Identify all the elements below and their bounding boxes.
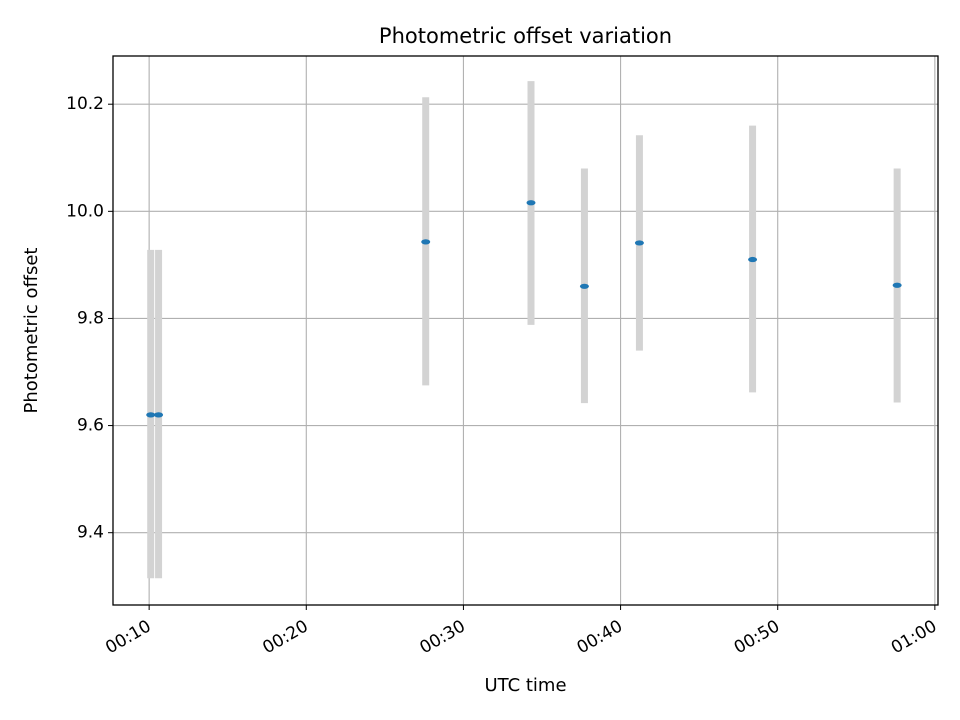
x-tick-label: 00:40 — [574, 616, 626, 658]
y-tick-label: 9.6 — [77, 416, 104, 436]
data-point — [634, 240, 644, 246]
x-axis-label: UTC time — [484, 675, 566, 696]
data-point — [421, 239, 431, 245]
x-tick-label: 00:50 — [731, 616, 783, 658]
data-point — [526, 200, 536, 206]
y-axis-label: Photometric offset — [21, 248, 42, 414]
y-tick-label: 10.2 — [66, 94, 104, 114]
error-bar-layer — [147, 81, 901, 579]
x-tick-label: 00:30 — [416, 616, 468, 658]
point-layer — [146, 200, 902, 418]
data-point — [892, 282, 902, 288]
data-point — [154, 412, 164, 418]
plot-frame — [112, 55, 939, 606]
x-tick-label: 00:10 — [102, 616, 154, 658]
chart-title: Photometric offset variation — [379, 24, 672, 48]
x-tick-label: 00:20 — [259, 616, 311, 658]
tick-layer: 00:10 00:20 00:30 00:40 00:50 01:00 9.4 9.6 9.8 1… — [66, 94, 940, 658]
data-point — [146, 412, 156, 418]
data-point — [579, 283, 589, 289]
grid-layer — [113, 56, 938, 605]
y-tick-label: 9.8 — [77, 308, 104, 328]
y-tick-label: 10.0 — [66, 201, 104, 221]
y-tick-label: 9.4 — [77, 523, 104, 543]
data-point — [748, 256, 758, 263]
x-tick-label: 01:00 — [888, 616, 940, 658]
